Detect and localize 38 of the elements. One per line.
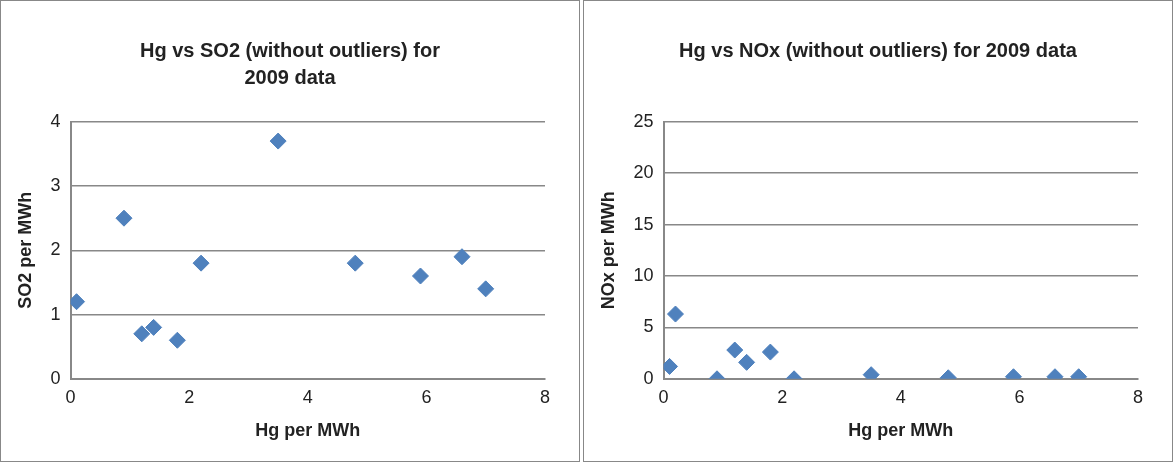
chart-title: Hg vs SO2 (without outliers) for 2009 data — [139, 38, 441, 90]
y-tick-label: 20 — [633, 162, 654, 183]
y-axis-title: NOx per MWh — [597, 191, 618, 310]
x-tick-label: 4 — [895, 386, 906, 407]
point — [453, 248, 471, 266]
x-tick-label: 6 — [421, 386, 432, 407]
y-tick-label: 3 — [50, 175, 61, 196]
y-tick-label: 0 — [643, 367, 654, 388]
x-tick-label: 4 — [302, 386, 313, 407]
point — [411, 267, 429, 285]
x-tick-label: 8 — [1132, 386, 1144, 407]
x-tick-label: 6 — [1014, 386, 1025, 407]
point — [477, 280, 495, 298]
x-axis-title: Hg per MWh — [848, 420, 954, 441]
y-axis-title: SO2 per MWh — [14, 191, 35, 309]
x-tick-label: 0 — [658, 386, 669, 407]
point — [70, 293, 86, 311]
x-axis-title: Hg per MWh — [255, 420, 361, 441]
y-tick-label: 5 — [643, 316, 654, 337]
x-tick-label: 8 — [539, 386, 551, 407]
point — [145, 318, 163, 336]
y-tick-label: 1 — [50, 303, 61, 324]
point — [192, 254, 210, 272]
y-tick-label: 15 — [633, 213, 654, 234]
point — [346, 254, 364, 272]
x-tick-label: 2 — [777, 386, 788, 407]
point — [115, 209, 133, 227]
point — [133, 325, 151, 343]
chart-title: Hg vs NOx (without outliers) for 2009 data — [678, 38, 1078, 63]
y-tick-label: 10 — [633, 264, 654, 285]
point — [168, 331, 186, 349]
x-tick-label: 0 — [65, 386, 76, 407]
y-tick-label: 25 — [633, 110, 654, 131]
x-tick-label: 2 — [184, 386, 195, 407]
point — [269, 132, 287, 150]
y-tick-label: 2 — [50, 239, 61, 260]
y-tick-label: 4 — [50, 110, 61, 131]
y-tick-label: 0 — [50, 367, 61, 388]
